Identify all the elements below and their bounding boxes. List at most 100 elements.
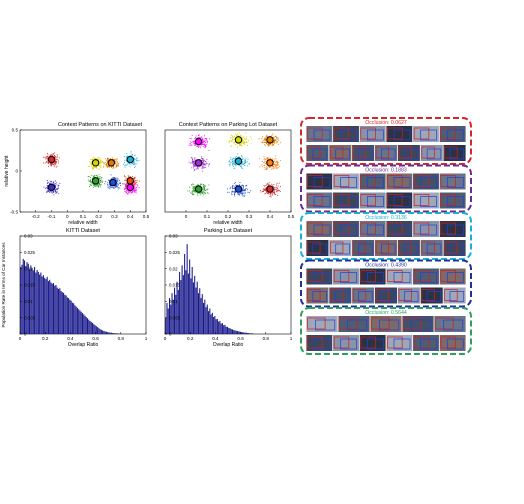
car-thumbnail bbox=[370, 316, 402, 332]
scatter-point bbox=[204, 145, 206, 147]
scatter-point bbox=[135, 192, 137, 194]
scatter-point bbox=[194, 145, 196, 146]
occlusion-label: Occlusion: 0.1883 bbox=[365, 168, 407, 174]
hist-bar bbox=[75, 306, 77, 334]
scatter-point bbox=[45, 161, 47, 163]
scatter-point bbox=[91, 162, 93, 164]
scatter-point bbox=[92, 183, 94, 185]
scatter-point bbox=[88, 181, 90, 183]
scatter-point bbox=[189, 187, 191, 188]
scatter-point bbox=[96, 185, 98, 187]
scatter-point bbox=[55, 161, 57, 163]
hist-bar bbox=[90, 321, 92, 334]
scatter-point bbox=[203, 184, 205, 186]
scatter-point bbox=[133, 181, 135, 183]
hist-bar bbox=[184, 253, 186, 334]
scatter-point bbox=[50, 155, 51, 156]
scatter-point bbox=[103, 164, 105, 166]
scatter-point bbox=[279, 160, 281, 162]
scatter-point bbox=[119, 182, 121, 184]
scatter-point bbox=[235, 156, 237, 158]
scatter-point bbox=[113, 178, 115, 179]
scatter-point bbox=[117, 187, 119, 188]
hist-bar bbox=[199, 288, 201, 334]
scatter-point bbox=[124, 186, 126, 188]
scatter-point bbox=[202, 139, 204, 141]
hist-bar bbox=[238, 331, 240, 334]
scatter-point bbox=[264, 169, 266, 170]
scatter-point bbox=[243, 192, 245, 194]
scatter-point bbox=[51, 162, 52, 164]
scatter-kitti: Context Patterns on KITTI Dataset -0.2 -0… bbox=[4, 122, 150, 226]
car-box-blue bbox=[347, 319, 368, 331]
scatter-point bbox=[266, 183, 268, 185]
scatter-point bbox=[103, 162, 105, 164]
scatter-point bbox=[116, 182, 118, 184]
scatter-point bbox=[132, 183, 134, 185]
car-thumbnail bbox=[397, 145, 420, 161]
scatter-point bbox=[266, 159, 268, 161]
scatter-point bbox=[231, 159, 233, 161]
scatter-point bbox=[94, 185, 96, 187]
scatter-point bbox=[269, 158, 271, 160]
scatter-point bbox=[193, 165, 195, 167]
scatter-point bbox=[57, 162, 59, 164]
hist-bar bbox=[49, 279, 51, 334]
scatter-point bbox=[95, 184, 97, 186]
scatter-point bbox=[88, 176, 90, 177]
scatter-point bbox=[243, 142, 245, 144]
scatter-point bbox=[272, 165, 274, 167]
scatter-point bbox=[100, 165, 102, 167]
scatter-point bbox=[95, 186, 97, 187]
car-thumbnail bbox=[397, 287, 420, 304]
scatter-point bbox=[189, 192, 191, 194]
hist-bar bbox=[21, 264, 23, 334]
scatter-point bbox=[271, 194, 273, 196]
scatter-point bbox=[198, 166, 200, 168]
hist-bar bbox=[252, 333, 254, 334]
car-box-blue bbox=[446, 129, 464, 141]
scatter-point bbox=[203, 163, 205, 165]
scatter-point bbox=[274, 136, 276, 138]
scatter-point bbox=[274, 155, 276, 157]
scatter-point bbox=[51, 182, 53, 184]
scatter-point bbox=[272, 143, 274, 145]
scatter-point bbox=[243, 162, 245, 164]
x-tick-label: -0.2 bbox=[32, 214, 40, 219]
scatter-point bbox=[52, 190, 54, 192]
scatter-point bbox=[265, 139, 267, 141]
car-box-red bbox=[387, 175, 403, 187]
scatter-point bbox=[54, 186, 56, 188]
scatter-point bbox=[46, 161, 48, 163]
scatter-point bbox=[99, 165, 101, 167]
scatter-point bbox=[241, 163, 243, 165]
scatter-point bbox=[114, 186, 116, 188]
scatter-point bbox=[125, 191, 127, 193]
scatter-point bbox=[53, 164, 54, 166]
scatter-point bbox=[273, 142, 274, 144]
scatter-point bbox=[245, 160, 246, 161]
x-tick-label: 0.4 bbox=[267, 214, 274, 219]
scatter-point bbox=[206, 137, 208, 139]
scatter-point bbox=[102, 161, 104, 163]
scatter-point bbox=[193, 141, 194, 142]
car-box-blue bbox=[335, 291, 350, 302]
x-tick-label: 1 bbox=[145, 336, 148, 341]
scatter-point bbox=[53, 152, 55, 154]
scatter-point bbox=[230, 140, 232, 142]
hist-bar bbox=[234, 330, 236, 334]
car-thumbnail bbox=[352, 240, 375, 256]
scatter-point bbox=[261, 164, 263, 166]
scatter-point bbox=[46, 153, 48, 154]
scatter-point bbox=[264, 193, 266, 195]
scatter-point bbox=[91, 166, 93, 168]
scatter-point bbox=[244, 189, 246, 191]
scatter-point bbox=[106, 166, 108, 168]
scatter-point bbox=[107, 185, 109, 187]
scatter-point bbox=[191, 167, 193, 169]
hist-bar bbox=[231, 329, 234, 334]
scatter-point bbox=[202, 141, 204, 143]
scatter-point bbox=[47, 183, 49, 184]
scatter-point bbox=[120, 185, 121, 187]
hist-bar bbox=[179, 271, 181, 334]
